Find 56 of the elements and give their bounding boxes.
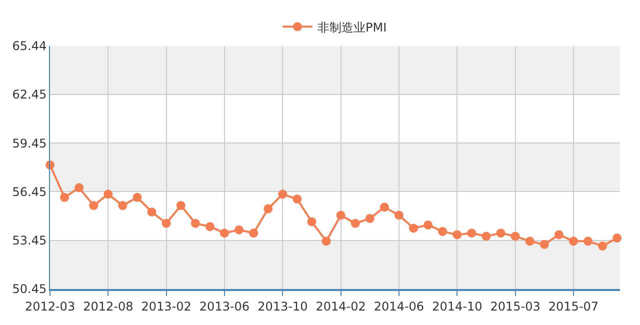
x-tick-label: 2015-03: [490, 299, 540, 314]
x-tick-label: 2014-02: [316, 299, 366, 314]
x-tick-label: 2013-02: [141, 299, 192, 314]
x-tick-label: 2012-03: [24, 299, 76, 314]
point: [452, 230, 462, 240]
point: [365, 214, 374, 223]
point: [438, 226, 448, 236]
point: [496, 228, 506, 238]
point: [409, 224, 418, 233]
legend-label: 非制造业PMI: [318, 20, 387, 34]
point: [467, 228, 476, 238]
point: [118, 201, 128, 210]
point: [249, 228, 258, 238]
x-tick-label: 2014-10: [432, 299, 482, 314]
point: [336, 210, 346, 220]
y-tick-label: 59.45: [12, 136, 47, 150]
point: [598, 242, 608, 251]
point: [104, 190, 113, 199]
y-tick-label: 65.44: [12, 39, 47, 54]
point: [74, 183, 84, 192]
point: [147, 208, 156, 216]
y-tick-label: 56.45: [12, 184, 47, 199]
point: [554, 230, 564, 240]
point: [482, 232, 491, 241]
point: [568, 236, 578, 246]
point: [380, 202, 389, 212]
point: [220, 228, 229, 238]
point: [612, 233, 622, 242]
point: [394, 210, 404, 220]
point: [292, 194, 302, 204]
x-tick-label: 2012-08: [83, 299, 134, 314]
point: [190, 218, 200, 228]
point: [510, 232, 520, 241]
point: [264, 204, 273, 214]
point: [307, 217, 316, 226]
x-tick-label: 2013-06: [199, 299, 250, 314]
point: [525, 236, 534, 246]
point: [60, 192, 70, 202]
point: [162, 218, 171, 228]
x-tick-label: 2014-06: [374, 299, 424, 314]
y-tick-label: 50.45: [12, 282, 47, 296]
point: [205, 222, 214, 232]
point: [278, 190, 288, 199]
point: [322, 236, 331, 246]
x-tick-label: 2015-07: [548, 299, 599, 314]
y-tick-label: 62.45: [12, 88, 47, 102]
point: [350, 218, 360, 228]
point: [176, 201, 186, 210]
x-tick-label: 2013-10: [258, 299, 308, 314]
point: [424, 220, 433, 230]
point: [584, 236, 593, 246]
point: [132, 192, 142, 202]
point: [234, 225, 244, 234]
y-tick-label: 53.45: [12, 234, 47, 248]
point: [89, 201, 98, 210]
point: [540, 240, 549, 249]
